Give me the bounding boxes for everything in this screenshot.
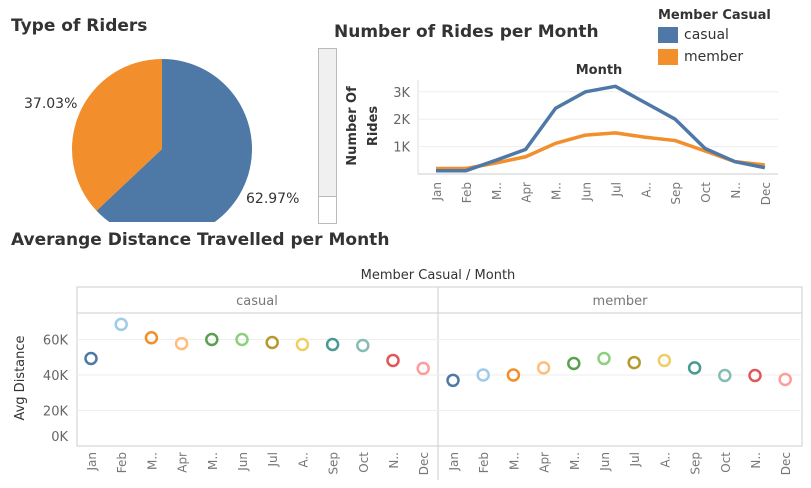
- legend-title: Member Casual: [658, 8, 771, 23]
- line-x-tick: Feb: [460, 182, 474, 203]
- pie-title: Type of Riders: [11, 16, 148, 36]
- scatter-point-member: [597, 351, 611, 366]
- scatter-point-casual: [386, 353, 400, 368]
- scatter-frame: [76, 286, 803, 447]
- scatter-point-member: [627, 355, 641, 370]
- scatter-x-tick: Jan: [85, 452, 99, 472]
- scrollbar-thumb[interactable]: [319, 196, 336, 223]
- pie-label-casual: 62.97%: [246, 191, 299, 207]
- legend-item-member[interactable]: member: [658, 49, 771, 65]
- line-x-tick: Apr: [520, 182, 534, 203]
- line-series-member: [436, 131, 766, 171]
- legend-swatch-casual: [658, 27, 678, 43]
- scatter-x-tick: Oct: [719, 452, 733, 473]
- pie-slice-member: [71, 59, 162, 211]
- legend-swatch-member: [658, 49, 678, 65]
- scatter-point-member: [506, 368, 521, 382]
- scatter-point-casual: [205, 332, 219, 347]
- scatter-x-tick: M..: [145, 452, 159, 470]
- scatter-point-member: [687, 361, 702, 375]
- scatter-point-member: [567, 356, 581, 371]
- scatter-y-tick: 60K: [43, 334, 69, 349]
- line-y-title: Number Of: [345, 86, 360, 166]
- line-x-tick: M..: [550, 182, 564, 200]
- line-x-tick: Jan: [430, 182, 444, 202]
- scatter-point-member: [446, 373, 460, 388]
- scatter-x-tick: Oct: [357, 452, 371, 473]
- scatter-x-tick: Feb: [477, 452, 491, 473]
- line-y-tick: 2K: [393, 113, 410, 128]
- line-y-tick: 1K: [393, 141, 410, 156]
- scatter-x-tick: M..: [206, 452, 220, 470]
- pane-header-casual: casual: [236, 294, 278, 309]
- scatter-point-casual: [295, 337, 310, 352]
- legend-label: member: [684, 49, 744, 65]
- line-x-tick: Oct: [699, 182, 713, 203]
- line-x-tick: M..: [490, 182, 504, 200]
- scatter-point-member: [536, 361, 551, 375]
- scatter-x-tick: Jul: [628, 452, 642, 467]
- scatter-x-tick: Apr: [176, 452, 190, 473]
- scatter-title: Averange Distance Travelled per Month: [11, 230, 390, 250]
- scatter-x-tick: N..: [387, 452, 401, 469]
- line-series-casual: [436, 84, 766, 173]
- scatter-x-tick: M..: [568, 452, 582, 470]
- legend: Member Casual casual member: [658, 8, 771, 65]
- scatter-point-casual: [235, 332, 249, 347]
- scatter-x-tick: Dec: [779, 452, 793, 475]
- scrollbar[interactable]: [318, 48, 337, 224]
- line-y-title-2: Rides: [366, 106, 381, 147]
- scatter-point-member: [778, 372, 792, 387]
- line-x-tick: Sep: [669, 182, 683, 205]
- line-x-tick: Dec: [759, 182, 773, 205]
- scatter-point-member: [748, 368, 762, 383]
- line-title: Number of Rides per Month: [334, 22, 599, 42]
- legend-item-casual[interactable]: casual: [658, 27, 771, 43]
- scatter-x-tick: A..: [658, 452, 672, 468]
- scatter-point-member: [476, 368, 490, 382]
- scatter-point-casual: [416, 361, 430, 376]
- line-x-title: Month: [576, 63, 623, 78]
- scatter-point-member: [657, 353, 672, 368]
- scatter-y-title: Avg Distance: [13, 335, 28, 420]
- legend-label: casual: [684, 27, 729, 43]
- scatter-point-casual: [174, 336, 189, 351]
- scatter-point-casual: [265, 335, 279, 350]
- scatter-x-tick: Feb: [115, 452, 129, 473]
- scatter-y-tick: 0K: [51, 430, 68, 445]
- scatter-point-member: [718, 368, 732, 383]
- scatter-x-tick: Sep: [689, 452, 703, 475]
- line-x-tick: A..: [639, 182, 653, 198]
- scatter-x-tick: Jun: [236, 452, 250, 472]
- pie-label-member: 37.03%: [24, 96, 77, 112]
- pie-slice-casual: [96, 59, 252, 222]
- line-x-tick: N..: [729, 182, 743, 199]
- line-x-tick: Jun: [580, 182, 594, 202]
- scatter-x-tick: Jan: [447, 452, 461, 472]
- scatter-x-tick: Jul: [266, 452, 280, 467]
- line-y-tick: 3K: [393, 86, 410, 101]
- scatter-x-tick: N..: [749, 452, 763, 469]
- scatter-point-casual: [84, 351, 98, 366]
- scatter-x-title: Member Casual / Month: [361, 268, 516, 283]
- line-x-tick: Jul: [609, 182, 623, 197]
- scatter-x-tick: Apr: [538, 452, 552, 473]
- scatter-x-tick: M..: [507, 452, 521, 470]
- scatter-y-tick: 20K: [43, 405, 69, 420]
- pane-header-member: member: [593, 294, 649, 309]
- scatter-point-casual: [325, 337, 340, 352]
- scatter-point-casual: [144, 330, 159, 345]
- scatter-y-tick: 40K: [43, 369, 69, 384]
- scatter-x-tick: Jun: [598, 452, 612, 472]
- scatter-point-casual: [356, 338, 370, 353]
- scatter-x-tick: Sep: [327, 452, 341, 475]
- scatter-x-tick: Dec: [417, 452, 431, 475]
- scatter-point-casual: [114, 317, 128, 332]
- scatter-x-tick: A..: [296, 452, 310, 468]
